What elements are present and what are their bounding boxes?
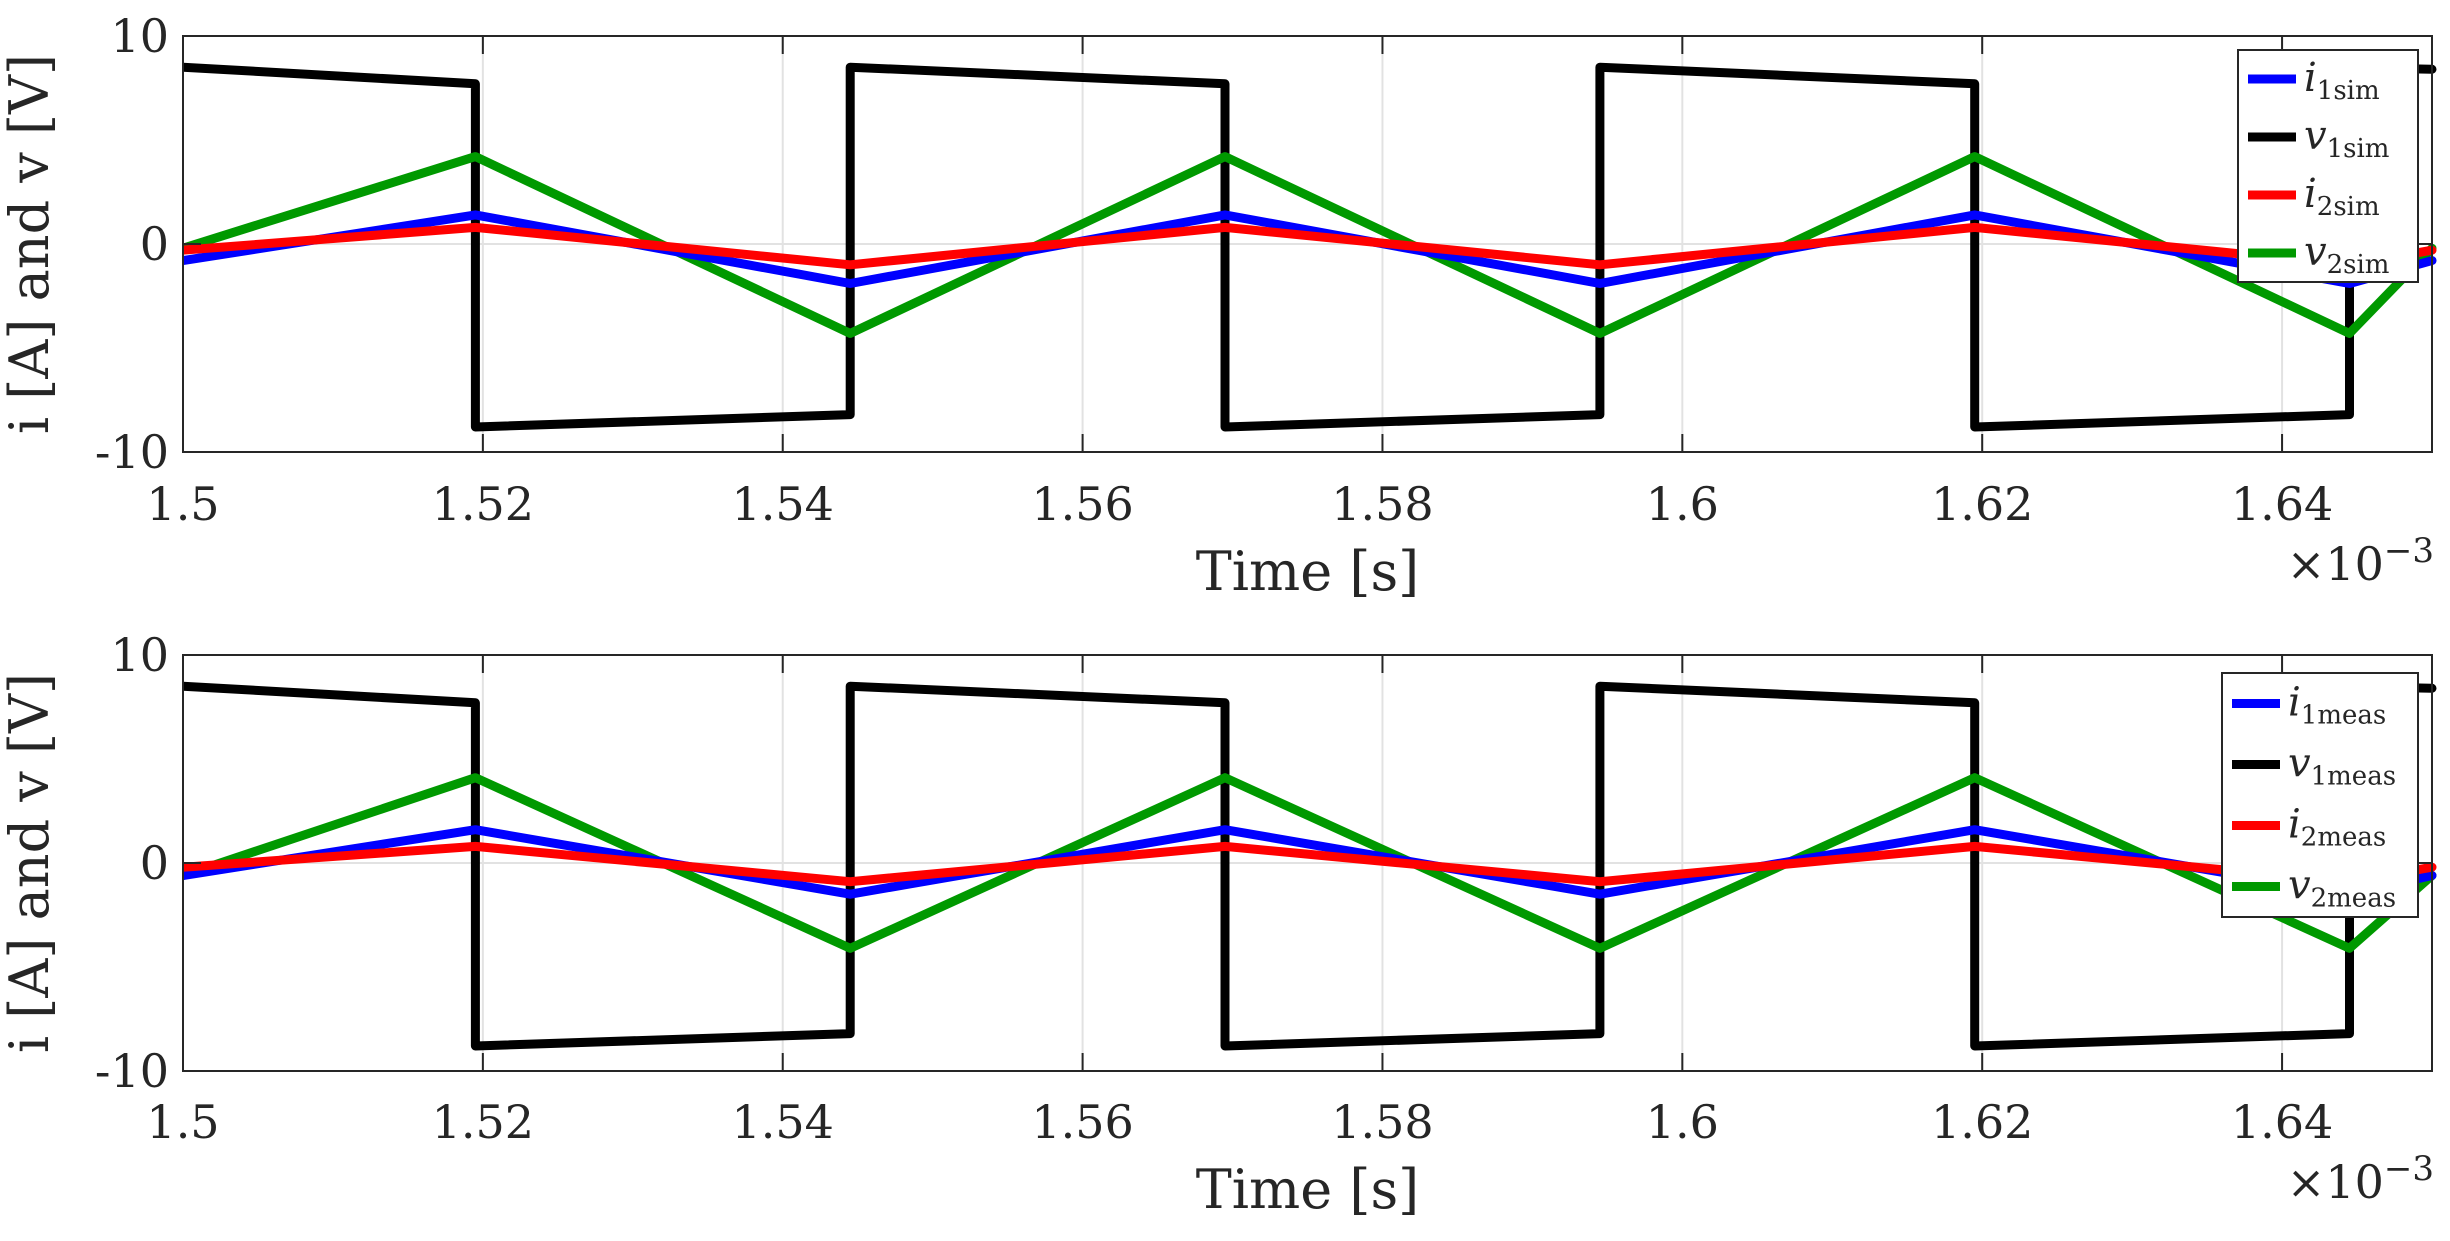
y-tick-label: 0 (140, 836, 169, 890)
legend-label-1: i1meas (2288, 680, 2386, 731)
legend-symbol: v (2288, 863, 2311, 909)
y-tick-label: 0 (140, 217, 169, 271)
x-tick-label: 1.52 (432, 1095, 534, 1149)
legend-box (2237, 49, 2419, 283)
legend-label-1: i1sim (2304, 55, 2380, 106)
x-tick-label: 1.62 (1931, 1095, 2033, 1149)
x-tick-label: 1.56 (1031, 477, 1133, 531)
y-axis-label: i [A] and v [V] (0, 673, 61, 1053)
y-tick-label: -10 (95, 425, 169, 479)
legend-subscript: 1meas (2301, 701, 2386, 731)
x-tick-label: 1.58 (1331, 1095, 1433, 1149)
legend-label-3: i2meas (2288, 802, 2386, 853)
x-exponent-power: −3 (2384, 531, 2434, 571)
legend-subscript: 1meas (2311, 762, 2396, 792)
x-tick-label: 1.64 (2231, 1095, 2333, 1149)
legend-subscript: 2sim (2317, 192, 2380, 222)
legend-subscript: 2meas (2311, 884, 2396, 914)
chart-panel-1: 1.5 1.52 1.54 1.56 1.58 1.6 1.62 1.64 10 0 -10 Time… (0, 9, 2437, 603)
legend-label-3: i2sim (2304, 171, 2380, 222)
legend-symbol: i (2288, 802, 2301, 848)
x-exponent-base: ×10 (2287, 537, 2384, 591)
chart-panel-2: 1.5 1.52 1.54 1.56 1.58 1.6 1.62 1.64 10 0 -10 Time… (0, 628, 2437, 1221)
legend-label-4: v2sim (2304, 229, 2389, 280)
series-line-v1sim (183, 62, 2437, 432)
legend-symbol: i (2304, 55, 2317, 101)
x-tick-label: 1.6 (1646, 477, 1719, 531)
series-line-v1meas (183, 681, 2437, 1051)
legend-label-2: v1meas (2288, 741, 2396, 792)
legend-box (2221, 672, 2419, 918)
x-tick-label: 1.64 (2231, 477, 2333, 531)
x-tick-label: 1.52 (432, 477, 534, 531)
legend-subscript: 2meas (2301, 823, 2386, 853)
x-exponent-label: ×10−3 (2287, 531, 2434, 591)
legend-symbol: i (2304, 171, 2317, 217)
legend-symbol: i (2288, 680, 2301, 726)
x-tick-label: 1.58 (1331, 477, 1433, 531)
legend-symbol: v (2288, 741, 2311, 787)
legend-subscript: 1sim (2327, 134, 2390, 164)
x-exponent-power: −3 (2384, 1149, 2434, 1189)
legend-subscript: 2sim (2327, 250, 2390, 280)
x-exponent-label: ×10−3 (2287, 1149, 2434, 1209)
x-tick-label: 1.5 (146, 477, 219, 531)
y-axis-label: i [A] and v [V] (0, 54, 61, 434)
x-tick-label: 1.6 (1646, 1095, 1719, 1149)
legend-label-4: v2meas (2288, 863, 2396, 914)
x-tick-label: 1.5 (146, 1095, 219, 1149)
x-tick-label: 1.56 (1031, 1095, 1133, 1149)
legend-subscript: 1sim (2317, 76, 2380, 106)
y-tick-label: 10 (110, 9, 169, 63)
y-tick-label: -10 (95, 1044, 169, 1098)
x-tick-label: 1.62 (1931, 477, 2033, 531)
y-tick-label: 10 (110, 628, 169, 682)
legend-label-2: v1sim (2304, 113, 2389, 164)
x-exponent-base: ×10 (2287, 1155, 2384, 1209)
legend-symbol: v (2304, 113, 2327, 159)
x-axis-label: Time [s] (1196, 1158, 1419, 1221)
x-tick-label: 1.54 (732, 1095, 834, 1149)
legend-symbol: v (2304, 229, 2327, 275)
x-axis-label: Time [s] (1196, 540, 1419, 603)
x-tick-label: 1.54 (732, 477, 834, 531)
